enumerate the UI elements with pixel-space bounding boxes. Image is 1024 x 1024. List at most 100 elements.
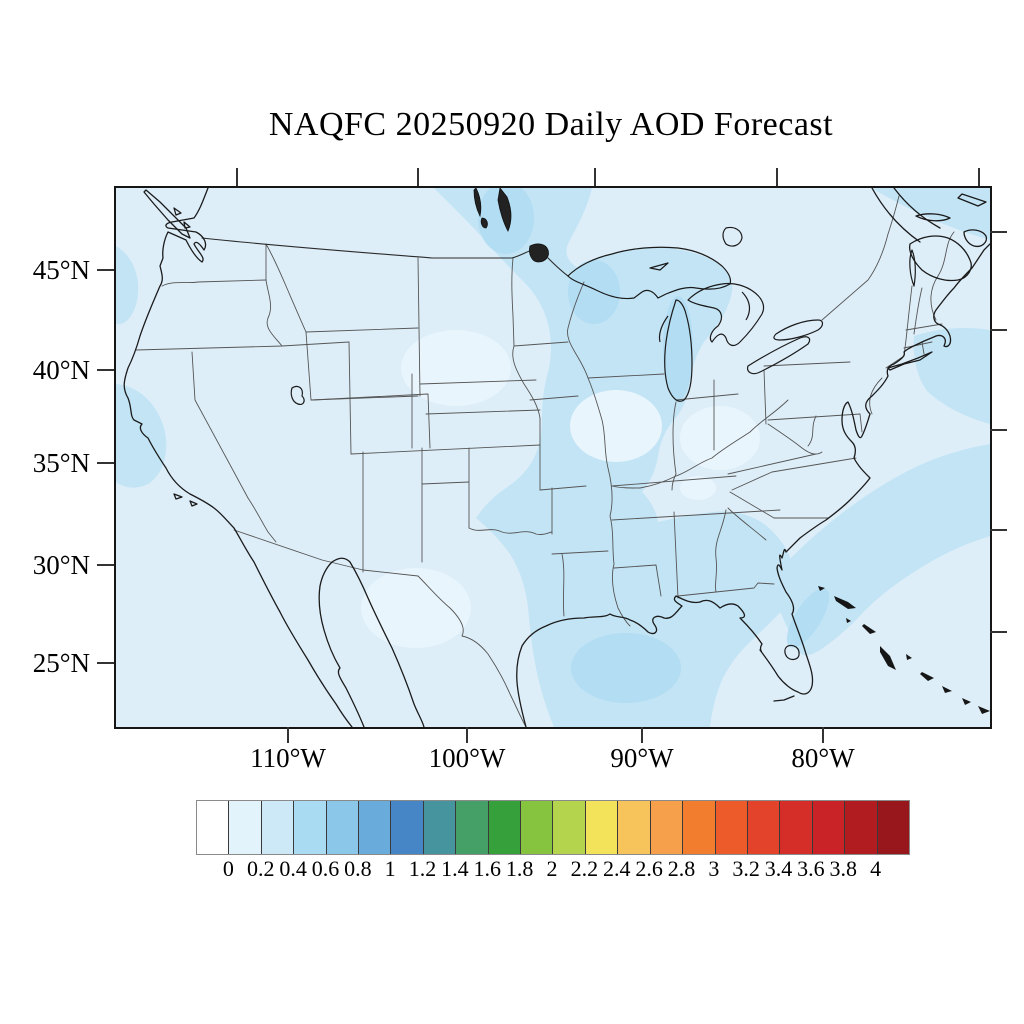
right-axis-tick: [990, 329, 1007, 331]
st-lawrence-south-shore: [871, 188, 921, 243]
isle-royale: [649, 262, 669, 271]
colorbar-cell-21: [877, 801, 909, 854]
colorbar-label: 0.8: [344, 856, 372, 881]
lake-huron: [687, 282, 765, 347]
right-axis-tick: [990, 429, 1007, 431]
colorbar-cell-10: [521, 801, 554, 854]
right-axis-tick: [990, 231, 1007, 233]
colorbar-label: 0: [222, 856, 234, 881]
colorbar-label: 2: [546, 856, 558, 881]
colorbar-cell-4: [326, 801, 360, 854]
map-frame: [114, 186, 992, 729]
colorbar-label: 2.2: [570, 856, 599, 881]
right-axis-tick: [990, 529, 1007, 531]
colorbar-cell-16: [715, 801, 748, 854]
aod-light-spots: [361, 330, 760, 648]
colorbar-label: 1.2: [408, 856, 437, 881]
colorbar-cell-20: [845, 801, 878, 854]
colorbar-label: 3: [708, 856, 720, 881]
channel-island-2: [189, 500, 198, 507]
lake-okeechobee: [784, 644, 800, 661]
y-axis-tick: [97, 462, 114, 464]
colorbar-cell-2: [261, 801, 295, 854]
manitoba-lakes: [473, 188, 549, 263]
colorbar-label: 1.4: [441, 856, 469, 881]
colorbar-label: 2.8: [667, 856, 696, 881]
colorbar-cell-18: [780, 801, 813, 854]
colorbar-cell-11: [553, 801, 586, 854]
y-axis-label: 40°N: [32, 355, 90, 385]
vancouver-island: [143, 189, 191, 239]
great-salt-lake: [290, 385, 305, 405]
colorbar-label: 0.2: [246, 856, 275, 881]
colorbar-label: 0.4: [279, 856, 307, 881]
colorbar-label: 4: [870, 856, 882, 881]
x-axis-label: 80°W: [791, 743, 855, 773]
colorbar-cell-8: [456, 801, 489, 854]
y-axis-label: 30°N: [32, 550, 90, 580]
page-title: NAQFC 20250920 Daily AOD Forecast: [268, 106, 834, 143]
top-axis-tick: [776, 168, 778, 186]
x-axis-tick: [641, 727, 643, 743]
colorbar-label: 3.6: [797, 856, 825, 881]
lake-superior: [567, 246, 732, 300]
colorbar-cell-17: [747, 801, 781, 854]
right-axis-tick: [990, 631, 1007, 633]
colorbar-cell-14: [650, 801, 684, 854]
y-axis-tick: [97, 269, 114, 271]
colorbar-label: 1.8: [505, 856, 534, 881]
lake-champlain: [909, 249, 916, 287]
colorbar-cell-1: [229, 801, 262, 854]
colorbar-cell-12: [585, 801, 619, 854]
colorbar-cell-7: [423, 801, 457, 854]
colorbar-label: 3.2: [732, 856, 760, 881]
colorbar-cell-3: [294, 801, 327, 854]
colorbar-cell-13: [618, 801, 651, 854]
y-axis-tick: [97, 662, 114, 664]
y-axis-label: 35°N: [32, 448, 90, 478]
top-axis-tick: [236, 168, 238, 186]
nova-scotia: [908, 235, 972, 282]
colorbar-label: 0.6: [311, 856, 340, 881]
y-axis-tick: [97, 369, 114, 371]
lake-of-the-woods: [529, 243, 549, 263]
colorbar-cell-0: [197, 801, 230, 854]
colorbar-label: 3.8: [829, 856, 858, 881]
x-axis-label: 110°W: [250, 743, 326, 773]
state-borders: [135, 195, 955, 727]
x-axis-tick: [466, 727, 468, 743]
x-axis-label: 90°W: [610, 743, 674, 773]
aod-colorbar-labels: 0 0.2 0.4 0.6 0.8 1 1.2 1.4 1.6 1.8 2 2.2 2.4 2.6 2.8 3…: [196, 856, 908, 886]
colorbar-label: 1.6: [473, 856, 502, 881]
top-axis-tick: [978, 168, 980, 186]
top-axis-tick: [594, 168, 596, 186]
lake-erie: [747, 336, 811, 375]
colorbar-label: 3.4: [764, 856, 793, 881]
aod-patch-04-06: [478, 188, 830, 703]
y-axis-label: 45°N: [32, 255, 90, 285]
florida-keys: [773, 695, 795, 702]
x-axis-label: 100°W: [428, 743, 506, 773]
aod-colorbar: [196, 800, 910, 855]
x-axis-tick: [822, 727, 824, 743]
y-axis-tick: [97, 564, 114, 566]
canada-border: [201, 237, 569, 277]
y-axis-label: 25°N: [32, 648, 90, 678]
channel-island: [173, 493, 183, 500]
coastlines: [123, 188, 990, 727]
lake-manitoba: [480, 217, 488, 229]
conus-aod-map: [116, 188, 990, 727]
anticosti-island: [957, 193, 987, 207]
colorbar-label: 2.4: [602, 856, 631, 881]
georgian-bay: [741, 291, 751, 321]
gulf-atlantic-coast: [516, 243, 990, 727]
x-axis-tick: [287, 727, 289, 743]
great-lakes: [290, 226, 916, 661]
lake-winnipeg: [497, 188, 512, 232]
long-island: [887, 351, 933, 371]
st-lawrence-north-shore: [893, 188, 941, 229]
lake-ontario: [773, 319, 824, 341]
gulf-of-california-coast: [318, 557, 425, 727]
colorbar-cell-5: [359, 801, 392, 854]
bahamas-islands: [818, 586, 990, 714]
